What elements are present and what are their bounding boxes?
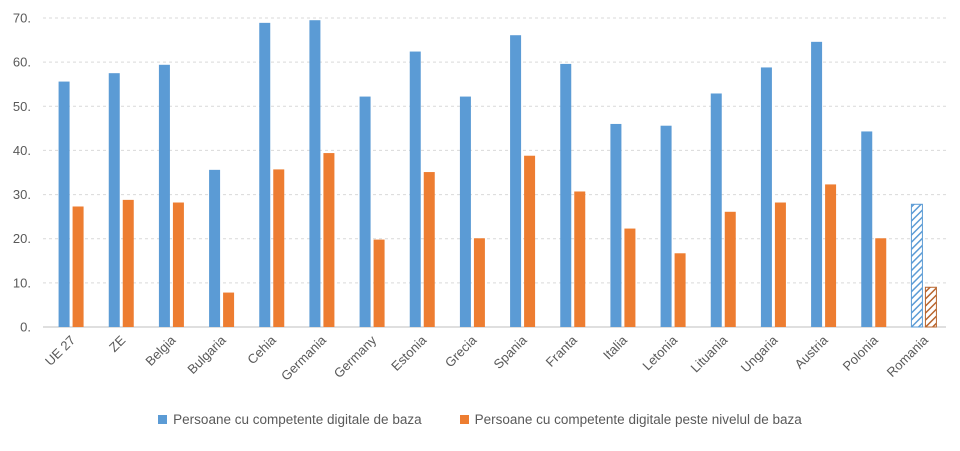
y-tick-label: 70.: [13, 11, 31, 26]
bar-basic-skills-romania: [910, 203, 923, 328]
y-tick-label: 0.: [20, 320, 31, 335]
bar-basic-skills-letonia: [660, 125, 672, 327]
bar-basic-skills-austria: [811, 41, 823, 327]
y-tick-label: 30.: [13, 187, 31, 202]
bar-above-basic-skills-italia: [624, 228, 636, 327]
bar-above-basic-skills-spania: [524, 155, 536, 327]
x-tick-label: Letonia: [639, 332, 680, 373]
bar-above-basic-skills-cehia: [273, 169, 285, 327]
y-tick-label: 20.: [13, 231, 31, 246]
x-tick-label: Germany: [331, 332, 380, 381]
x-tick-label: Bulgaria: [184, 332, 229, 377]
legend-swatch-orange: [459, 415, 469, 424]
bar-basic-skills-cehia: [259, 22, 271, 328]
bar-above-basic-skills-ze: [122, 199, 134, 327]
legend-item-above-basic-skills: Persoane cu competente digitale peste ni…: [459, 412, 802, 427]
bar-basic-skills-polonia: [861, 131, 873, 327]
y-tick-label: 40.: [13, 143, 31, 158]
legend-swatch-blue: [158, 415, 168, 424]
y-tick-label: 60.: [13, 55, 31, 70]
bar-above-basic-skills-franta: [574, 191, 586, 327]
bar-basic-skills-germania: [309, 20, 321, 327]
x-tick-label: Cehia: [244, 332, 279, 367]
x-tick-label: Ungaria: [738, 332, 781, 375]
x-tick-label: Franta: [543, 332, 581, 370]
legend-item-basic-skills: Persoane cu competente digitale de baza: [158, 412, 422, 427]
x-tick-label: Belgia: [142, 332, 179, 369]
bar-basic-skills-bulgaria: [209, 169, 221, 327]
bar-above-basic-skills-germania: [323, 153, 335, 327]
bar-above-basic-skills-ungaria: [774, 202, 786, 327]
x-tick-label: Italia: [600, 332, 631, 363]
y-tick-label: 10.: [13, 275, 31, 290]
x-tick-label: Spania: [490, 332, 530, 372]
bar-above-basic-skills-lituania: [724, 211, 736, 327]
bar-chart-plot: 0. 10. 20. 30. 40. 50. 60. 70. UE 27 ZE Belgia Bulg…: [13, 11, 946, 384]
x-tick-label: Germania: [278, 332, 330, 384]
x-tick-label: Romania: [884, 332, 932, 380]
x-tick-label: Lituania: [688, 332, 731, 375]
bar-basic-skills-ungaria: [760, 67, 772, 327]
bar-basic-skills-ue-27: [58, 81, 70, 328]
bar-above-basic-skills-letonia: [674, 253, 686, 327]
bar-basic-skills-lituania: [710, 93, 722, 327]
bar-above-basic-skills-belgia: [172, 202, 184, 327]
x-tick-label: Estonia: [388, 332, 430, 374]
bar-above-basic-skills-estonia: [423, 172, 435, 327]
legend-label-basic-skills: Persoane cu competente digitale de baza: [173, 412, 422, 427]
bar-basic-skills-germany: [359, 96, 371, 328]
bar-basic-skills-franta: [560, 63, 572, 328]
bar-above-basic-skills-germany: [373, 239, 385, 327]
bar-above-basic-skills-ue-27: [72, 206, 84, 327]
bar-above-basic-skills-romania: [924, 286, 937, 328]
x-tick-label: Grecia: [442, 332, 480, 370]
bar-basic-skills-belgia: [158, 64, 170, 327]
bar-basic-skills-grecia: [459, 96, 471, 328]
bar-basic-skills-ze: [108, 73, 120, 327]
legend: Persoane cu competente digitale de baza …: [0, 412, 960, 427]
bar-basic-skills-estonia: [409, 51, 421, 327]
bar-basic-skills-italia: [610, 123, 622, 327]
bar-above-basic-skills-polonia: [875, 238, 887, 327]
x-tick-label: Polonia: [840, 332, 882, 374]
bar-basic-skills-spania: [510, 35, 522, 328]
x-tick-label: UE 27: [42, 333, 78, 369]
bar-above-basic-skills-austria: [825, 184, 837, 327]
x-tick-label: ZE: [106, 332, 129, 355]
bar-above-basic-skills-grecia: [473, 238, 485, 327]
bar-above-basic-skills-bulgaria: [223, 292, 235, 327]
legend-label-above-basic-skills: Persoane cu competente digitale peste ni…: [474, 412, 802, 427]
y-tick-label: 50.: [13, 99, 31, 114]
x-tick-label: Austria: [791, 332, 831, 372]
